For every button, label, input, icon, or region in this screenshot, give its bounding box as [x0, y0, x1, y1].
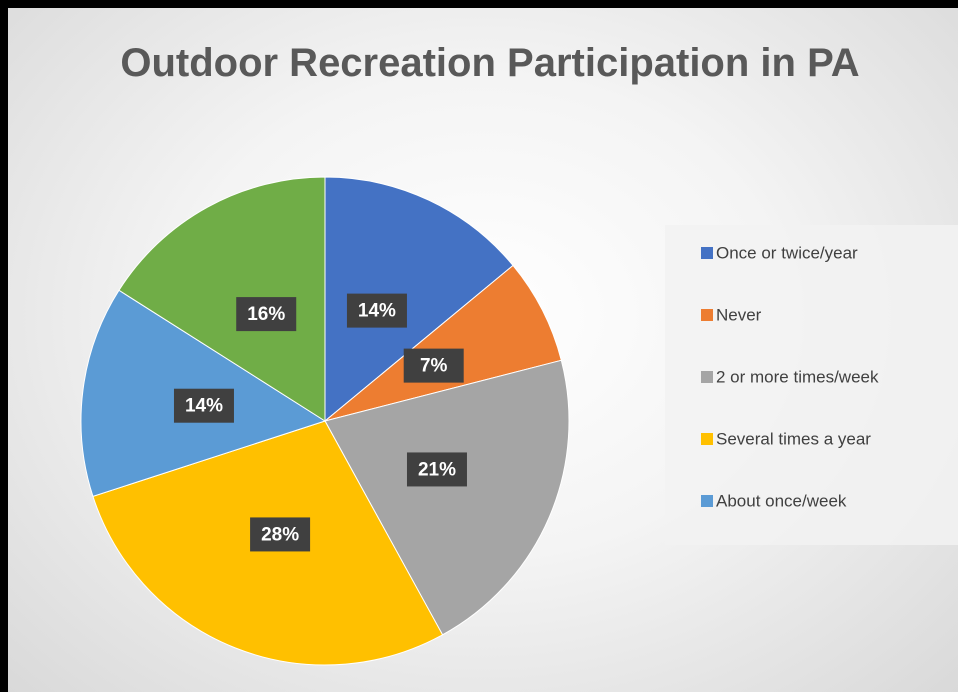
data-label-box — [173, 388, 234, 423]
data-label: 16% — [247, 304, 285, 325]
pie-slice — [324, 359, 570, 636]
legend-label: 2 or more times/week — [716, 367, 879, 386]
legend-label: Never — [716, 305, 762, 324]
legend-swatch — [701, 495, 713, 507]
legend-swatch — [701, 433, 713, 445]
legend-swatch — [701, 371, 713, 383]
data-label: 28% — [261, 524, 299, 545]
chart-title: Outdoor Recreation Participation in PA — [120, 41, 860, 85]
legend-swatch — [701, 247, 713, 259]
data-label-box — [403, 348, 464, 383]
legend-label: About once/week — [716, 491, 847, 510]
data-label: 7% — [420, 356, 448, 377]
data-label: 14% — [358, 301, 396, 322]
legend-swatch — [701, 309, 713, 321]
pie-slice — [324, 264, 562, 422]
pie-slice — [118, 176, 326, 422]
data-label-box — [406, 452, 467, 487]
data-label: 14% — [185, 396, 223, 417]
data-label-box — [236, 297, 297, 332]
data-label-box — [346, 293, 407, 328]
legend-label: Once or twice/year — [716, 243, 858, 262]
data-label-box — [250, 517, 311, 552]
legend-box — [665, 225, 958, 545]
pie-slice — [324, 176, 514, 423]
legend-label: Several times a year — [716, 429, 871, 448]
data-label: 21% — [418, 459, 456, 480]
